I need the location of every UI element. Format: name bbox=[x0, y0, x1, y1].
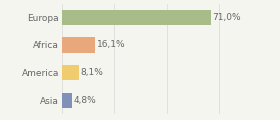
Bar bbox=[62, 65, 79, 80]
Text: 71,0%: 71,0% bbox=[212, 13, 241, 22]
Bar bbox=[62, 37, 95, 53]
Text: 8,1%: 8,1% bbox=[80, 68, 103, 77]
Text: 4,8%: 4,8% bbox=[73, 96, 96, 105]
Bar bbox=[62, 10, 211, 25]
Bar bbox=[62, 93, 72, 108]
Text: 16,1%: 16,1% bbox=[97, 41, 126, 49]
